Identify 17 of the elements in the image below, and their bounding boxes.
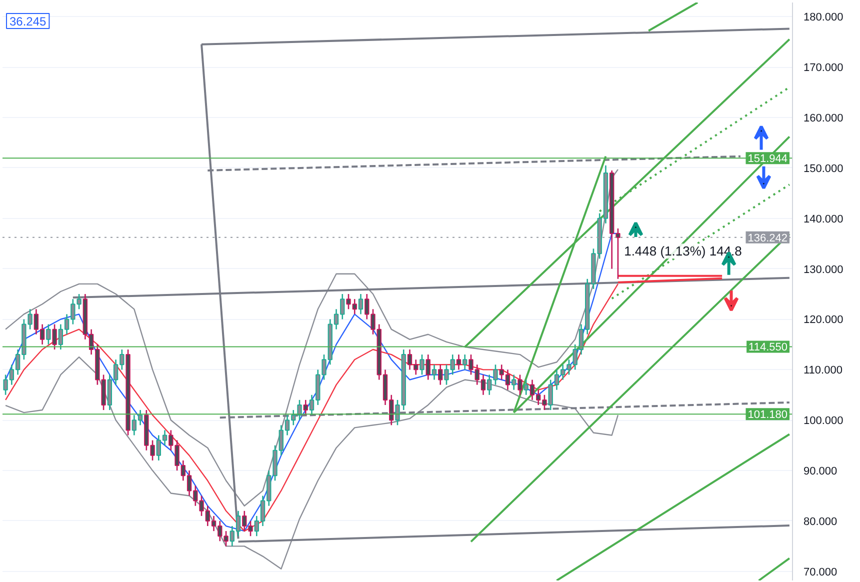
ref-line-label: 114.550 — [748, 342, 788, 354]
ref-line-label: 136.242 — [748, 232, 788, 244]
y-tick-label: 110.000 — [804, 364, 842, 377]
y-tick-label: 180.000 — [804, 12, 844, 24]
y-tick-label: 140.000 — [804, 213, 844, 226]
y-tick-label: 120.000 — [804, 314, 844, 326]
annotation: 36.245 — [10, 14, 47, 28]
y-tick-label: 150.000 — [804, 162, 844, 175]
y-tick-label: 100.000 — [804, 415, 844, 428]
y-tick-label: 170.000 — [804, 62, 844, 74]
y-tick-label: 130.000 — [804, 264, 844, 276]
y-tick-label: 70.000 — [804, 566, 838, 578]
ref-line-label: 151.944 — [748, 153, 788, 166]
y-tick-label: 90.000 — [804, 466, 838, 478]
y-tick-label: 160.000 — [804, 112, 844, 124]
y-tick-label: 80.000 — [804, 516, 838, 528]
ref-line-label: 101.180 — [748, 409, 788, 422]
